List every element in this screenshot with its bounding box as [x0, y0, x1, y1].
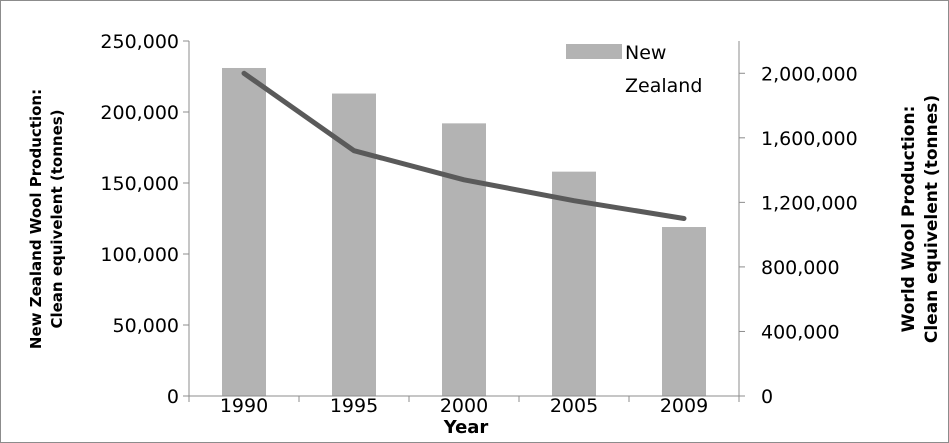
left-tick-label: 100,000	[100, 244, 179, 266]
left-tick-label: 200,000	[100, 102, 179, 124]
x-tick-label-2005: 2005	[550, 395, 598, 417]
right-tick-label: 0	[761, 386, 773, 408]
right-tick-label: 1,200,000	[761, 192, 858, 214]
right-tick-label: 2,000,000	[761, 63, 858, 85]
bar-1995	[332, 93, 376, 396]
bar-2009	[662, 227, 706, 396]
legend: New Zealand	[566, 42, 702, 97]
bar-2005	[552, 171, 596, 396]
bar-2000	[442, 123, 486, 397]
left-y-axis-title-line2: Clean equivelent (tonnes)	[48, 109, 66, 328]
left-tick-label: 250,000	[100, 31, 179, 53]
left-tick-label: 50,000	[113, 315, 179, 337]
left-tick-label: 0	[167, 386, 179, 408]
legend-label-line1: New	[625, 42, 666, 64]
x-tick-label-1995: 1995	[330, 395, 378, 417]
right-tick-label: 400,000	[761, 321, 840, 343]
x-axis-ticks: 1990 1995 2000 2005 2009	[188, 395, 740, 417]
left-axis-ticks: 0 50,000 100,000 150,000 200,000 250,000	[100, 31, 189, 408]
left-tick-label: 150,000	[100, 173, 179, 195]
x-axis-title: Year	[443, 417, 489, 438]
right-y-axis-title-line2: Clean equivelent (tonnes)	[922, 95, 942, 343]
right-tick-label: 800,000	[761, 257, 840, 279]
x-tick-label-1990: 1990	[220, 395, 268, 417]
right-tick-label: 1,600,000	[761, 128, 858, 150]
legend-swatch-new-zealand	[566, 44, 622, 59]
x-tick-label-2009: 2009	[660, 395, 708, 417]
bar-series-new-zealand	[222, 67, 706, 397]
left-y-axis-title-line1: New Zealand Wool Production:	[27, 89, 45, 349]
line-series-world	[241, 70, 687, 221]
x-tick-label-2000: 2000	[440, 395, 488, 417]
legend-label-line2: Zealand	[625, 75, 702, 97]
world-production-line	[241, 70, 687, 221]
right-y-axis-title-line1: World Wool Production:	[899, 106, 919, 333]
right-axis-ticks: 0 400,000 800,000 1,200,000 1,600,000 2,000,0…	[739, 63, 858, 408]
bar-1990	[222, 67, 266, 396]
